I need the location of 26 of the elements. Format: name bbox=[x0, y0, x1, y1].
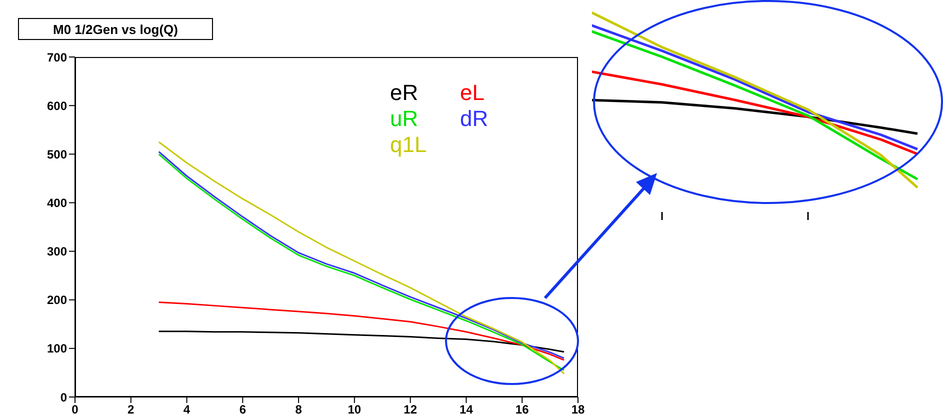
text: uR bbox=[390, 106, 420, 132]
x-tick-label: 18 bbox=[571, 402, 585, 414]
x-tick-label: 8 bbox=[295, 402, 302, 414]
chart-title: M0 1/2Gen vs log(Q) bbox=[18, 18, 213, 40]
x-tick-label: 16 bbox=[515, 402, 530, 414]
y-tick-label: 200 bbox=[46, 293, 68, 308]
x-tick-label: 0 bbox=[72, 402, 79, 414]
y-tick-label: 0 bbox=[60, 390, 68, 404]
y-tick-label: 500 bbox=[46, 147, 68, 162]
text: eR bbox=[390, 80, 420, 106]
line-series bbox=[158, 330, 565, 353]
y-tick-label: 300 bbox=[46, 244, 68, 259]
y-tick-label: 100 bbox=[46, 342, 68, 356]
y-tick-label: 400 bbox=[46, 196, 68, 210]
x-tick-label: 12 bbox=[404, 402, 418, 414]
x-tick-label: 6 bbox=[239, 402, 246, 414]
line-series bbox=[158, 302, 565, 361]
x-tick-label: 4 bbox=[183, 402, 190, 414]
y-tick-label: 700 bbox=[46, 50, 68, 64]
x-tick-label: 14 bbox=[460, 402, 474, 414]
text: q1L bbox=[390, 132, 428, 158]
text: dR bbox=[460, 106, 490, 132]
text: eL bbox=[460, 80, 486, 106]
x-tick-label: 2 bbox=[128, 402, 135, 414]
y-tick-label: 600 bbox=[46, 98, 68, 113]
x-tick-label: 10 bbox=[348, 402, 362, 414]
